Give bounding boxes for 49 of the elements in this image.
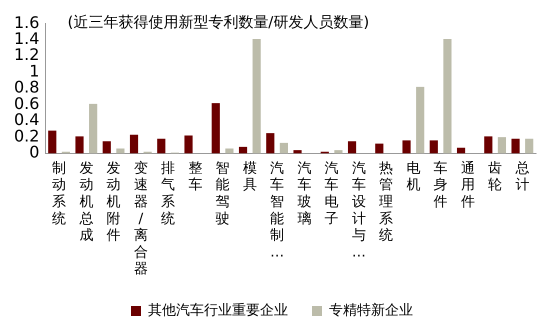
x-tick-label: 模具 — [242, 160, 257, 194]
bar — [130, 134, 138, 154]
bar — [525, 138, 534, 154]
bar — [75, 136, 84, 154]
x-tick-label: 制动系统 — [52, 160, 66, 227]
bar — [416, 86, 424, 154]
legend-label: 专精特新企业 — [329, 302, 413, 319]
legend-label: 其他汽车行业重要企业 — [148, 302, 288, 319]
x-tick-label: 排气系统 — [161, 160, 176, 227]
bar — [443, 39, 452, 154]
x-tick-label: 整车 — [188, 160, 202, 194]
bar — [266, 133, 274, 154]
bar — [498, 137, 506, 154]
bar — [293, 150, 302, 154]
x-tick-label: 热管理系统 — [379, 160, 394, 244]
bar — [348, 141, 356, 154]
x-tick-label: 总计 — [514, 160, 530, 194]
x-tick-label: 变速器/离合器 — [134, 160, 148, 278]
bar — [116, 148, 124, 154]
bar — [402, 140, 411, 154]
bar — [102, 141, 111, 154]
bar — [225, 148, 234, 154]
bar — [89, 104, 98, 154]
x-tick-label: 汽车电子 — [324, 160, 339, 227]
bar — [375, 144, 384, 154]
bar — [238, 146, 248, 154]
bar — [48, 130, 56, 154]
x-tick-label: 齿轮 — [488, 160, 502, 194]
bar — [456, 148, 466, 154]
x-tick-label: 汽车智能制… — [270, 160, 284, 260]
bar — [212, 103, 220, 154]
bar — [280, 142, 288, 154]
bar — [334, 150, 343, 154]
bar — [157, 138, 166, 154]
x-tick-label: 发动机附件 — [106, 160, 121, 244]
y-tick-label: 0 — [29, 142, 40, 162]
x-tick-label: 电机 — [406, 160, 420, 194]
x-tick-label: 车身件 — [434, 160, 448, 210]
x-tick-label: 智能驾驶 — [216, 160, 230, 227]
bar — [184, 136, 193, 154]
x-tick-label: 汽车玻璃 — [297, 160, 312, 227]
bar — [252, 39, 261, 154]
x-tick-label: 汽车设计与… — [352, 160, 366, 260]
x-tick-label: 发动机总成 — [78, 160, 94, 244]
chart-title: (近三年获得使用新型专利数量/研发人员数量) — [67, 12, 370, 31]
x-tick-label: 通用件 — [460, 160, 475, 210]
bar — [430, 140, 438, 154]
bar — [511, 138, 520, 154]
bar — [484, 136, 492, 154]
